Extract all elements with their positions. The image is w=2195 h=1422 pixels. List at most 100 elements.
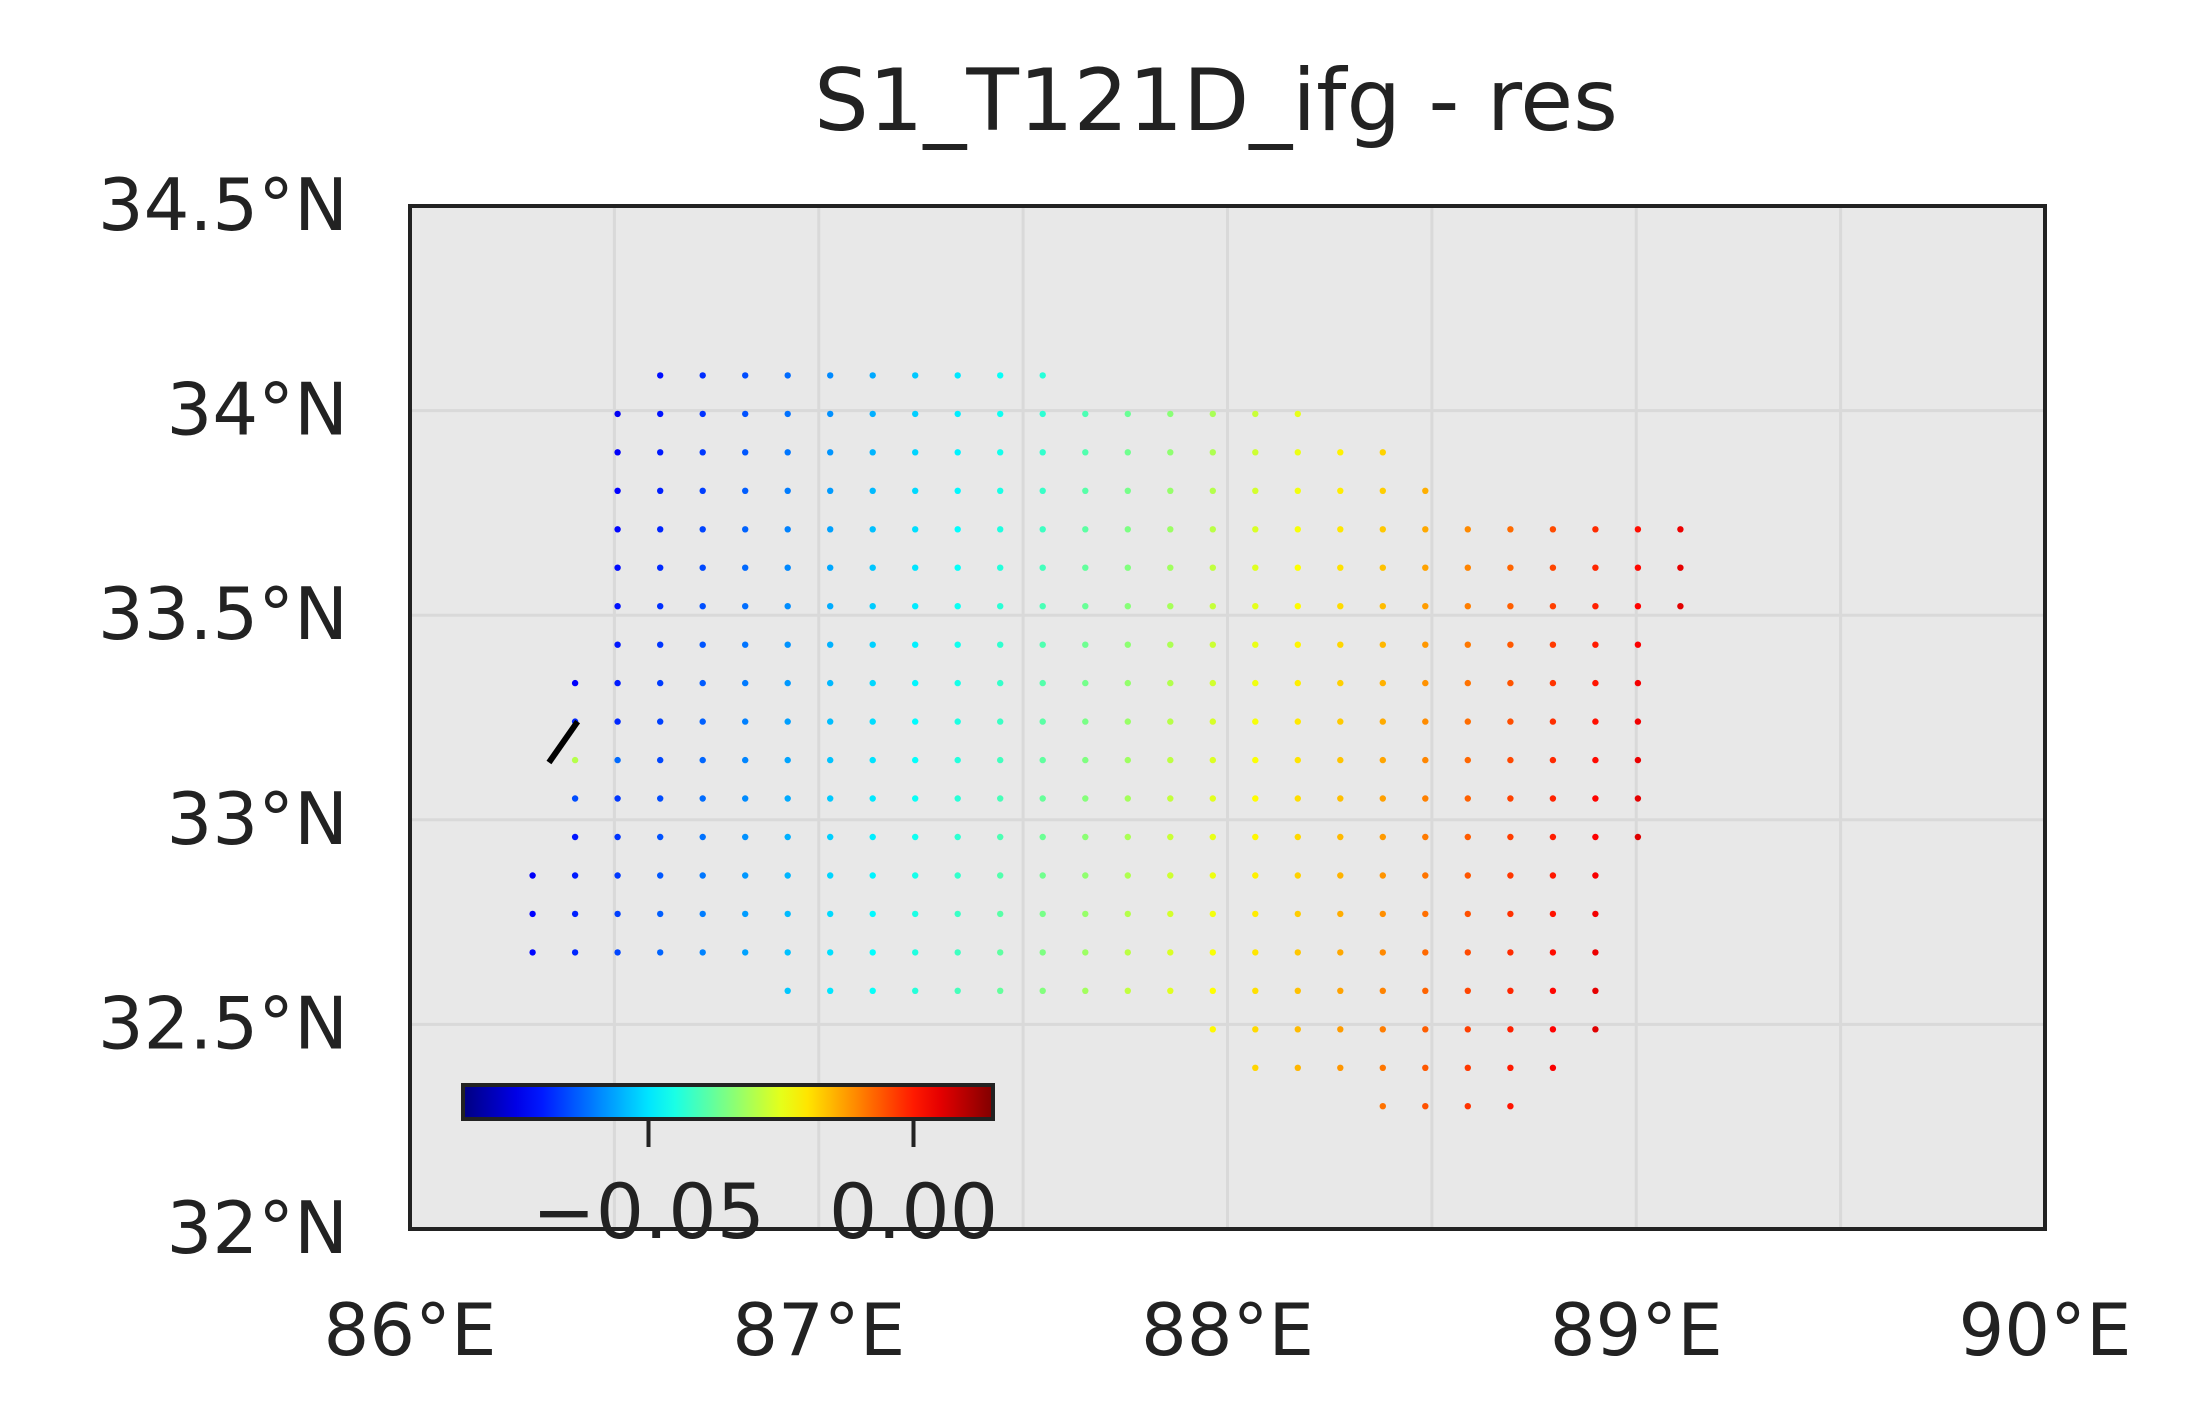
data-point xyxy=(1294,718,1302,725)
data-point xyxy=(954,641,961,648)
data-point xyxy=(1592,718,1599,725)
data-point xyxy=(1507,526,1514,533)
y-axis-ticks: 32°N 32.5°N 33°N 33.5°N 34°N 34.5°N xyxy=(98,163,348,1270)
data-point xyxy=(954,449,961,456)
x-tick-label: 90°E xyxy=(1958,1288,2131,1372)
data-point xyxy=(1039,487,1046,494)
data-point xyxy=(1294,410,1302,418)
data-point xyxy=(1549,872,1557,879)
data-point xyxy=(614,756,621,764)
data-point xyxy=(1634,603,1642,610)
data-point xyxy=(784,679,791,687)
data-point xyxy=(1082,872,1089,879)
data-point xyxy=(657,833,664,841)
data-point xyxy=(827,410,834,418)
data-point xyxy=(571,756,579,764)
data-point xyxy=(1464,603,1472,610)
data-point xyxy=(1167,641,1174,648)
data-point xyxy=(1379,564,1387,571)
data-point xyxy=(827,372,834,379)
data-point xyxy=(912,987,919,994)
data-point xyxy=(1252,872,1259,879)
data-point xyxy=(529,910,536,918)
data-point xyxy=(869,603,876,610)
data-point xyxy=(1167,526,1174,533)
colorbar: −0.05 0.00 xyxy=(461,1083,998,1256)
data-point xyxy=(1167,603,1174,610)
x-tick-label: 87°E xyxy=(732,1288,905,1372)
data-point xyxy=(742,564,749,571)
data-point xyxy=(997,564,1004,571)
data-point xyxy=(657,795,664,802)
data-point xyxy=(1379,949,1387,956)
x-tick-label: 86°E xyxy=(323,1288,496,1372)
data-point xyxy=(699,603,706,610)
data-point xyxy=(784,372,791,379)
data-point xyxy=(912,410,919,418)
data-point xyxy=(954,564,961,571)
data-point xyxy=(1507,718,1514,725)
data-point xyxy=(1592,603,1599,610)
data-point xyxy=(1294,833,1302,841)
data-point xyxy=(827,487,834,494)
data-point xyxy=(699,564,706,571)
data-point xyxy=(997,410,1004,418)
data-point xyxy=(827,872,834,879)
data-point xyxy=(1039,564,1046,571)
data-point xyxy=(1422,1103,1429,1110)
data-point xyxy=(1592,1026,1599,1033)
scatter-points xyxy=(529,372,1684,1110)
data-point xyxy=(1209,410,1217,418)
data-point xyxy=(1294,487,1302,494)
data-point xyxy=(1337,603,1344,610)
data-point xyxy=(742,833,749,841)
data-point xyxy=(1252,1064,1259,1072)
data-point xyxy=(1124,410,1132,418)
data-point xyxy=(1082,679,1089,687)
data-point xyxy=(1507,833,1514,841)
data-point xyxy=(784,487,791,494)
data-point xyxy=(997,833,1004,841)
data-point xyxy=(1507,1064,1514,1072)
data-point xyxy=(571,872,579,879)
data-point xyxy=(614,833,621,841)
data-point xyxy=(1167,872,1174,879)
data-point xyxy=(1209,910,1217,918)
data-point xyxy=(827,679,834,687)
data-point xyxy=(1124,679,1132,687)
data-point xyxy=(869,410,876,418)
data-point xyxy=(1592,756,1599,764)
data-point xyxy=(827,718,834,725)
data-point xyxy=(954,795,961,802)
data-point xyxy=(742,872,749,879)
data-point xyxy=(912,795,919,802)
data-point xyxy=(699,718,706,725)
data-point xyxy=(997,679,1004,687)
data-point xyxy=(1294,949,1302,956)
x-tick-label: 88°E xyxy=(1141,1288,1314,1372)
data-point xyxy=(1337,679,1344,687)
data-point xyxy=(1422,487,1429,494)
data-point xyxy=(1082,487,1089,494)
data-point xyxy=(1337,641,1344,648)
data-point xyxy=(1039,756,1046,764)
data-point xyxy=(1209,449,1217,456)
data-point xyxy=(571,833,579,841)
data-point xyxy=(1677,564,1684,571)
data-point xyxy=(1464,872,1472,879)
data-point xyxy=(1592,833,1599,841)
data-point xyxy=(1592,910,1599,918)
data-point xyxy=(657,641,664,648)
y-tick-label: 34.5°N xyxy=(98,163,348,247)
data-point xyxy=(1039,526,1046,533)
data-point xyxy=(1167,718,1174,725)
data-point xyxy=(1507,679,1514,687)
data-point xyxy=(699,410,706,418)
data-point xyxy=(1124,526,1132,533)
data-point xyxy=(1124,564,1132,571)
data-point xyxy=(784,872,791,879)
data-point xyxy=(1634,833,1642,841)
data-point xyxy=(1337,910,1344,918)
data-point xyxy=(1379,1064,1387,1072)
